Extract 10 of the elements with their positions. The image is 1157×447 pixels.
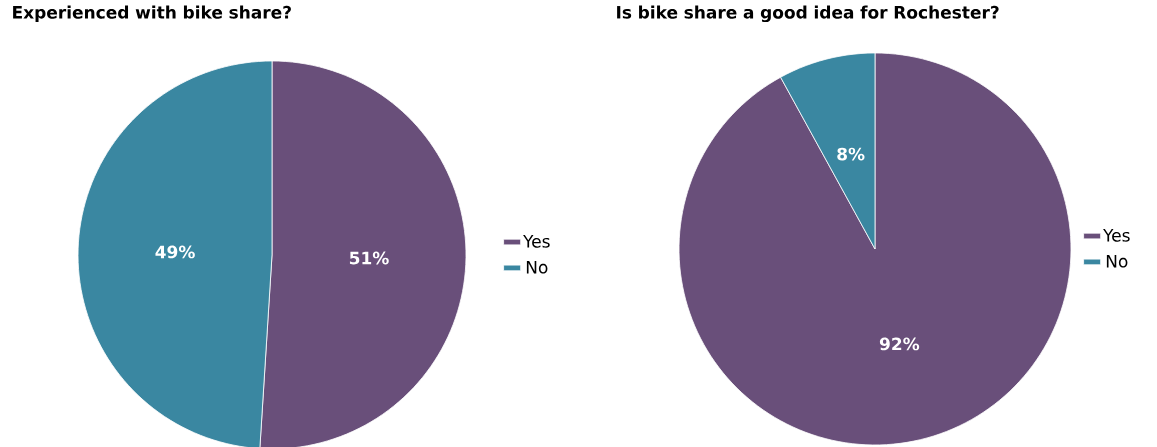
- data-label: 49%: [155, 245, 195, 259]
- chart-title: Is bike share a good idea for Rochester?: [617, 5, 999, 23]
- data-label: 51%: [349, 251, 389, 265]
- data-label: 92%: [879, 337, 920, 351]
- legend-label: Yes: [523, 235, 550, 248]
- legend-label: No: [1106, 254, 1128, 268]
- legend-label: No: [526, 260, 548, 274]
- data-label: 8%: [837, 147, 865, 161]
- legend-label: Yes: [1103, 229, 1130, 242]
- chart-title: Experienced with bike share?: [13, 5, 291, 22]
